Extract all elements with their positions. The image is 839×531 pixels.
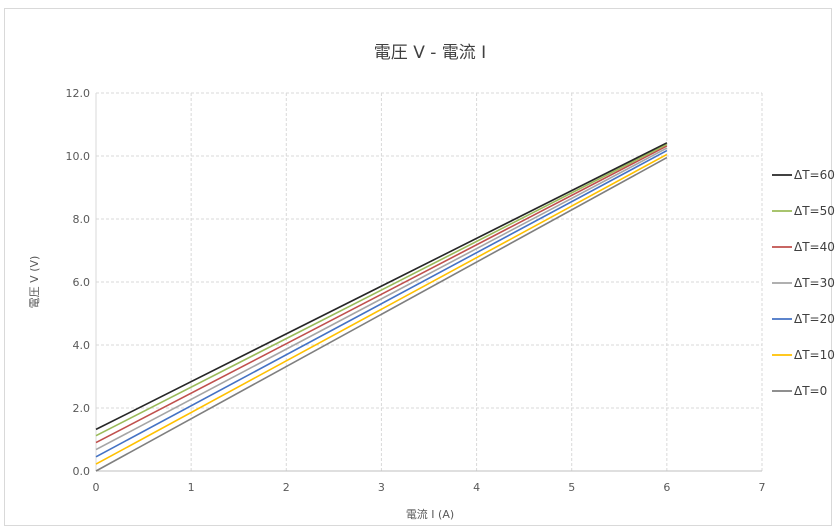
x-axis-title: 電流 I (A) [406, 507, 454, 521]
axes: 0.0 2.0 4.0 6.0 8.0 10.0 12.0 0 1 2 3 4 5 6 7 [66, 87, 766, 494]
series-line-6 [95, 156, 668, 472]
series-line-3 [95, 147, 668, 451]
x-tick-label: 2 [283, 481, 290, 494]
legend-label-3: ΔT=30 [794, 276, 835, 290]
x-tick-label: 5 [568, 481, 575, 494]
legend-label-4: ΔT=20 [794, 312, 835, 326]
series-line-0 [95, 142, 668, 431]
x-tick-label: 6 [663, 481, 670, 494]
x-tick-label: 3 [378, 481, 385, 494]
y-tick-label: 0.0 [73, 465, 91, 478]
series-lines [95, 142, 668, 472]
y-tick-label: 2.0 [73, 402, 91, 415]
series-line-2 [95, 145, 668, 444]
legend-label-5: ΔT=10 [794, 348, 835, 362]
chart-title: 電圧 V - 電流 I [374, 43, 486, 63]
series-line-5 [95, 153, 668, 465]
legend-label-2: ΔT=40 [794, 240, 835, 254]
legend-label-0: ΔT=60 [794, 168, 835, 182]
y-axis-title: 電圧 V (V) [28, 256, 41, 309]
legend-label-1: ΔT=50 [794, 204, 835, 218]
y-tick-label: 4.0 [73, 339, 91, 352]
y-tick-label: 12.0 [66, 87, 91, 100]
series-line-4 [95, 149, 668, 458]
x-tick-label: 1 [188, 481, 195, 494]
x-tick-label: 0 [93, 481, 100, 494]
grid [96, 92, 763, 471]
x-tick-label: 7 [759, 481, 766, 494]
legend-label-6: ΔT=0 [794, 384, 827, 398]
y-tick-label: 10.0 [66, 150, 91, 163]
y-tick-label: 8.0 [73, 213, 91, 226]
series-line-1 [95, 143, 668, 437]
y-tick-label: 6.0 [73, 276, 91, 289]
legend: ΔT=60 ΔT=50 ΔT=40 ΔT=30 ΔT=20 ΔT=10 ΔT=0 [772, 168, 835, 398]
x-tick-label: 4 [473, 481, 480, 494]
